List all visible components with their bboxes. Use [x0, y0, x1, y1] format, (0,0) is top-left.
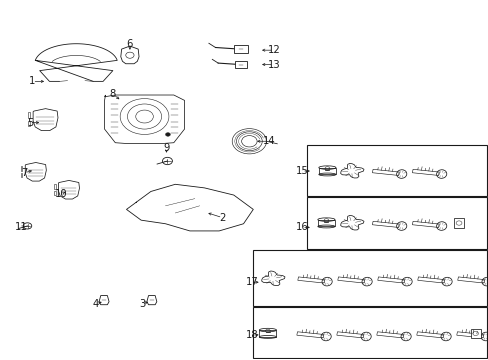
Text: 4: 4 — [92, 299, 99, 309]
Text: 14: 14 — [262, 136, 275, 146]
Polygon shape — [377, 277, 404, 283]
Text: 17: 17 — [245, 277, 258, 287]
Polygon shape — [28, 112, 30, 118]
Text: 6: 6 — [126, 39, 133, 49]
Polygon shape — [372, 221, 399, 228]
Polygon shape — [58, 180, 80, 199]
Text: 15: 15 — [295, 166, 308, 176]
Bar — [253, 307, 487, 357]
Bar — [306, 145, 487, 196]
Polygon shape — [121, 46, 139, 64]
Text: 3: 3 — [139, 299, 145, 309]
Text: 13: 13 — [267, 59, 280, 69]
Polygon shape — [25, 162, 46, 181]
Polygon shape — [411, 221, 438, 228]
Polygon shape — [457, 277, 484, 283]
Polygon shape — [296, 332, 323, 338]
Text: 12: 12 — [267, 45, 280, 55]
Circle shape — [165, 133, 170, 136]
Polygon shape — [411, 169, 438, 175]
Polygon shape — [376, 332, 403, 338]
Polygon shape — [99, 296, 109, 305]
Polygon shape — [54, 191, 56, 195]
Text: 8: 8 — [109, 89, 116, 99]
Text: 5: 5 — [27, 118, 33, 128]
Polygon shape — [259, 330, 276, 337]
Text: 10: 10 — [55, 189, 68, 199]
Polygon shape — [54, 184, 56, 189]
Polygon shape — [28, 121, 30, 126]
Polygon shape — [317, 220, 334, 226]
Bar — [253, 250, 487, 306]
Polygon shape — [21, 166, 22, 171]
Polygon shape — [416, 332, 443, 338]
Text: 18: 18 — [245, 330, 258, 340]
Polygon shape — [146, 296, 157, 305]
Polygon shape — [234, 45, 247, 53]
Polygon shape — [470, 329, 480, 338]
Polygon shape — [21, 174, 22, 177]
Polygon shape — [318, 168, 335, 175]
Polygon shape — [340, 215, 363, 230]
Polygon shape — [297, 277, 324, 283]
Polygon shape — [261, 271, 285, 285]
Polygon shape — [104, 95, 184, 143]
Polygon shape — [234, 61, 246, 68]
Text: 9: 9 — [163, 143, 169, 153]
Polygon shape — [372, 169, 399, 175]
Polygon shape — [456, 332, 483, 338]
Text: 2: 2 — [219, 213, 225, 222]
Text: 16: 16 — [295, 222, 308, 232]
Bar — [306, 197, 487, 249]
Text: 11: 11 — [15, 222, 27, 232]
Polygon shape — [337, 277, 364, 283]
Text: 7: 7 — [21, 168, 27, 178]
Polygon shape — [417, 277, 444, 283]
Polygon shape — [336, 332, 363, 338]
Polygon shape — [340, 163, 363, 178]
Text: 1: 1 — [29, 76, 36, 86]
Polygon shape — [33, 109, 58, 131]
Polygon shape — [453, 218, 463, 228]
